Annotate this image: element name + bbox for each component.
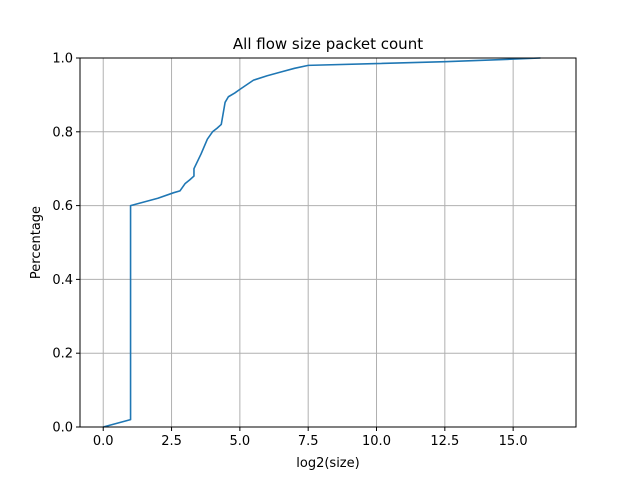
x-tick-label: 12.5 (430, 434, 459, 449)
plot-frame (79, 57, 577, 428)
x-axis-label: log2(size) (296, 456, 359, 471)
y-tick-label: 0.6 (52, 199, 73, 214)
series-line (103, 57, 541, 428)
y-tick-label: 0.4 (52, 273, 73, 288)
x-tick-label: 0.0 (93, 434, 114, 449)
y-tick-label: 0.2 (52, 347, 73, 362)
x-tick-label: 15.0 (499, 434, 528, 449)
y-tick-label: 1.0 (52, 52, 73, 67)
x-tick-label: 5.0 (230, 434, 251, 449)
y-tick-label: 0.8 (52, 125, 73, 140)
x-tick-label: 7.5 (298, 434, 319, 449)
axis-ticks: 0.0 2.5 5.0 7.5 10.0 12.5 15.0 0.0 0.2 0.4 0.6 0.8 1… (52, 52, 527, 450)
chart-title: All flow size packet count (233, 35, 423, 53)
series-layer (103, 57, 541, 428)
y-axis-label: Percentage (29, 206, 44, 279)
x-tick-label: 10.0 (362, 434, 391, 449)
y-tick-label: 0.0 (52, 421, 73, 436)
grid (80, 57, 576, 428)
x-tick-label: 2.5 (161, 434, 182, 449)
